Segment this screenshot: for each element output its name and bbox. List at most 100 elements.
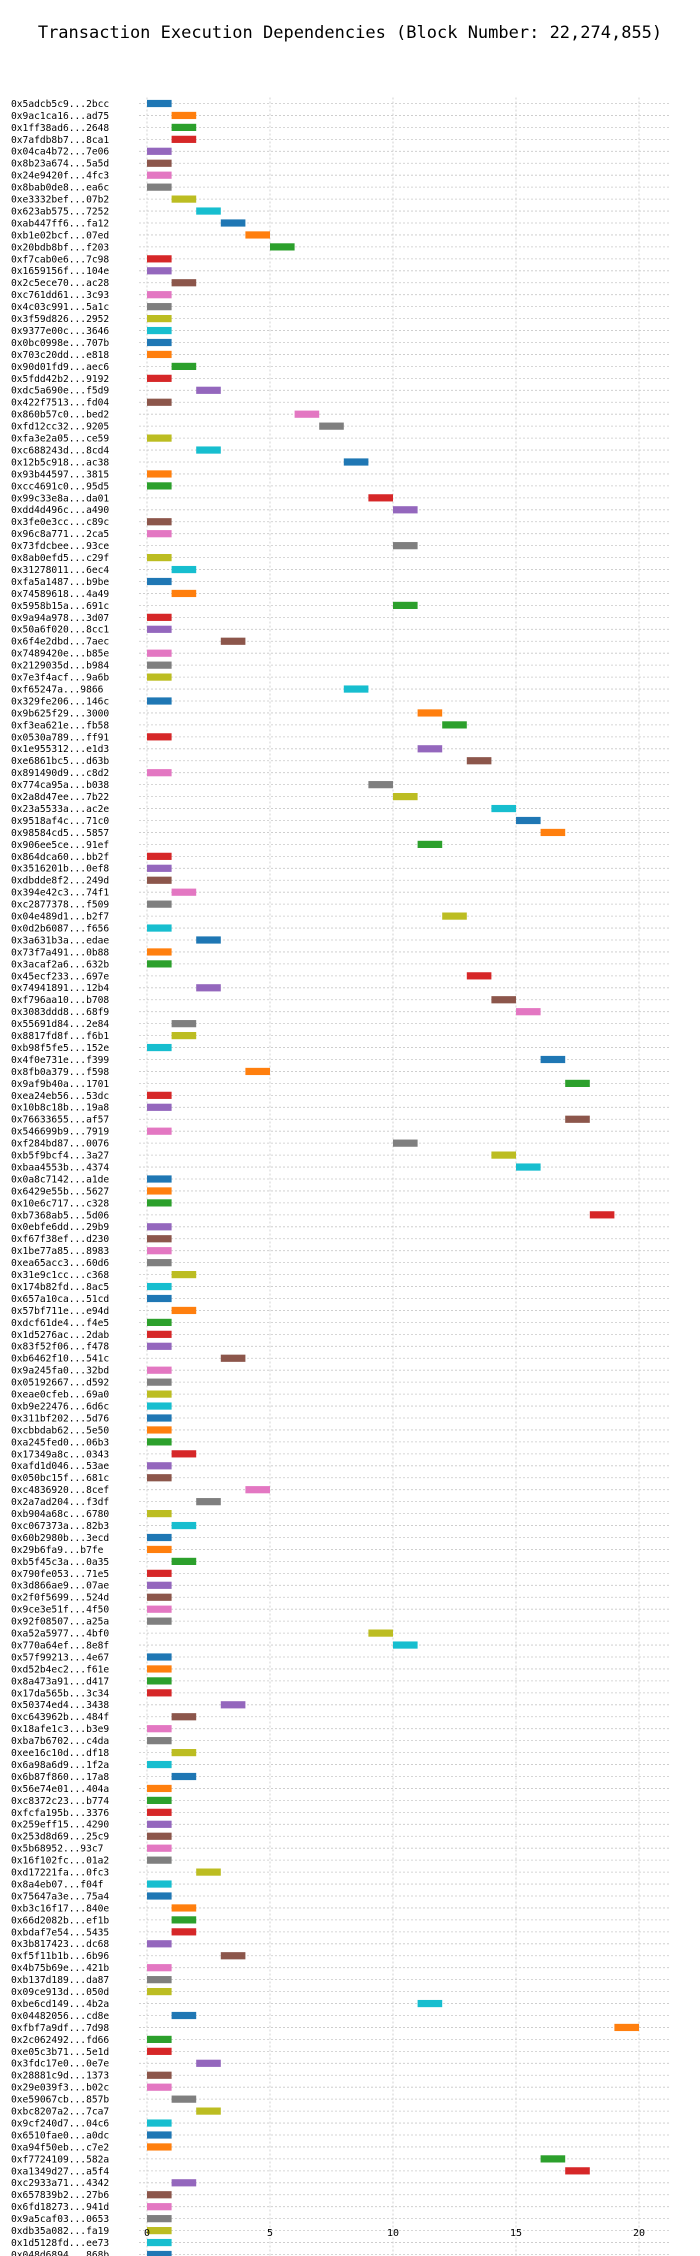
bar <box>147 1510 172 1518</box>
y-tick-label: 0x3acaf2a6...632b <box>11 959 109 970</box>
y-tick-label: 0x28881c9d...1373 <box>11 2071 109 2082</box>
bar <box>147 1342 172 1350</box>
y-tick-label: 0x6a98a6d9...1f2a <box>11 1760 109 1771</box>
bar <box>147 2143 172 2151</box>
bar <box>516 1008 541 1016</box>
y-tick-label: 0x3fe0e3cc...c89c <box>11 517 109 528</box>
bar <box>393 1139 418 1147</box>
y-tick-label: 0x93b44597...3815 <box>11 469 109 480</box>
y-tick-label: 0xb5f45c3a...0a35 <box>11 1557 109 1568</box>
y-tick-label: 0x311bf202...5d76 <box>11 1413 109 1424</box>
y-tick-label: 0x3516201b...0ef8 <box>11 864 109 875</box>
bar <box>171 1521 197 1530</box>
y-tick-label: 0x96c8a771...2ca5 <box>11 529 109 540</box>
y-tick-label: 0x5b68952...93c7 <box>11 1844 104 1855</box>
bar <box>147 1689 172 1697</box>
y-tick-label: 0xb1e02bcf...07ed <box>11 230 109 241</box>
bar <box>171 1749 197 1757</box>
bar <box>147 183 172 191</box>
y-tick-label: 0x5adcb5c9...2bcc <box>11 99 109 110</box>
y-tick-label: 0x9a5caf03...0653 <box>11 2214 109 2225</box>
y-tick-label: 0x1659156f...104e <box>11 266 109 277</box>
y-tick-label: 0x20bdb8bf...f203 <box>11 242 109 253</box>
y-tick-label: 0x2129035d...b984 <box>11 661 109 672</box>
y-tick-label: 0x422f7513...fd04 <box>11 398 109 409</box>
bar <box>171 111 197 120</box>
bar <box>147 1127 172 1135</box>
y-tick-label: 0x3fdc17e0...0e7e <box>11 2059 109 2070</box>
x-tick-label: 15 <box>510 2228 522 2239</box>
grid-lines <box>139 97 671 2256</box>
bar <box>147 1223 172 1231</box>
y-tick-label: 0x60b2980b...3ecd <box>11 1533 109 1544</box>
y-tick-label: 0x6f4e2dbd...7aec <box>11 637 109 648</box>
y-tick-label: 0x9a245fa0...32bd <box>11 1366 109 1377</box>
bar <box>393 506 418 514</box>
y-tick-label: 0x29e039f3...b02c <box>11 2083 109 2094</box>
y-tick-label: 0xbe6cd149...4b2a <box>11 1999 109 2010</box>
bars <box>147 99 639 2256</box>
y-tick-label: 0xfa5a1487...b9be <box>11 577 109 588</box>
bar <box>147 1402 172 1410</box>
bar <box>147 2083 172 2091</box>
bar <box>171 1450 197 1458</box>
bar <box>171 1032 197 1040</box>
y-tick-label: 0xc2933a71...4342 <box>11 2178 109 2189</box>
y-tick-label: 0x83f52f06...f478 <box>11 1342 109 1353</box>
bar <box>196 2107 221 2115</box>
y-tick-label: 0xc2877378...f509 <box>11 900 109 911</box>
y-tick-label: 0x1e955312...e1d3 <box>11 744 109 755</box>
bar <box>171 1916 197 1924</box>
bar <box>368 1629 393 1637</box>
y-tick-label: 0xe6861bc5...d63b <box>11 756 109 767</box>
bar <box>393 1641 418 1649</box>
bar <box>171 1271 197 1279</box>
bar <box>147 1784 172 1793</box>
bar <box>171 123 197 131</box>
bar <box>147 326 172 335</box>
bar <box>147 2250 172 2256</box>
y-tick-label: 0x2f0f5699...524d <box>11 1593 109 1604</box>
y-tick-label: 0x24e9420f...4fc3 <box>11 171 109 182</box>
bar <box>196 1498 221 1506</box>
y-tick-label: 0xfd12cc32...9205 <box>11 422 109 433</box>
y-tick-label: 0xb904a68c...6780 <box>11 1509 109 1520</box>
y-tick-label: 0x3083ddd8...68f9 <box>11 1007 109 1018</box>
bar <box>147 1235 172 1243</box>
y-tick-label: 0x774ca95a...b038 <box>11 780 109 791</box>
bar <box>147 769 172 777</box>
y-tick-label: 0x10e6c717...c328 <box>11 1198 109 1209</box>
y-tick-label: 0xd52b4ec2...f61e <box>11 1664 109 1675</box>
bar <box>147 1318 172 1326</box>
y-tick-label: 0xf67f38ef...d230 <box>11 1234 109 1245</box>
y-tick-label: 0x9518af4c...71c0 <box>11 816 109 827</box>
bar <box>147 303 172 311</box>
y-tick-label: 0xeae0cfeb...69a0 <box>11 1390 109 1401</box>
y-tick-label: 0x8ab0efd5...c29f <box>11 553 109 564</box>
bar <box>147 625 172 633</box>
bar <box>245 231 270 239</box>
bar <box>147 649 172 657</box>
y-tick-label: 0x09ce913d...050d <box>11 1987 109 1998</box>
bar <box>147 1091 172 1099</box>
bar <box>540 1055 566 1064</box>
y-tick-label: 0x3a631b3a...edae <box>11 935 109 946</box>
chart-title: Transaction Execution Dependencies (Bloc… <box>38 23 662 43</box>
bar <box>196 2059 221 2067</box>
bar <box>147 2119 172 2127</box>
y-tick-label: 0x657839b2...27b6 <box>11 2190 109 2201</box>
bar <box>147 1976 172 1984</box>
y-tick-label: 0x9ce3e51f...4f50 <box>11 1605 109 1616</box>
bar <box>147 733 172 741</box>
bar <box>393 793 418 801</box>
bar <box>147 171 172 179</box>
bar <box>565 1115 590 1123</box>
y-tick-label: 0x394e42c3...74f1 <box>11 888 109 899</box>
bar <box>147 554 172 562</box>
bar <box>147 1175 172 1183</box>
bar <box>393 542 418 550</box>
bar <box>343 458 369 466</box>
bar <box>147 1043 172 1052</box>
y-tick-label: 0x45ecf233...697e <box>11 971 109 982</box>
bar <box>196 446 221 454</box>
